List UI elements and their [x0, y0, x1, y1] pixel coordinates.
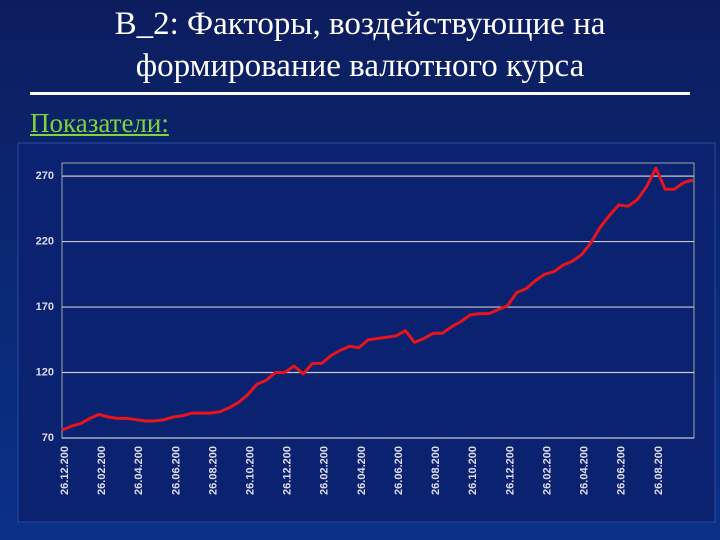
y-tick-label: 70: [42, 432, 54, 444]
x-tick-label: 26.06.200: [170, 446, 182, 495]
x-tick-label: 26.04.200: [133, 446, 145, 495]
x-tick-label: 26.08.200: [653, 446, 665, 495]
x-tick-label: 26.08.200: [207, 446, 219, 495]
x-tick-label: 26.10.200: [467, 446, 479, 495]
subtitle: Показатели:: [30, 108, 169, 138]
title: формирование валютного курса: [135, 48, 585, 84]
x-tick-label: 26.02.200: [96, 446, 108, 495]
x-tick-label: 26.04.200: [356, 446, 368, 495]
title: В_2: Факторы, воздействующие на: [114, 6, 606, 42]
x-tick-label: 26.08.200: [430, 446, 442, 495]
y-tick-label: 220: [36, 235, 54, 247]
chart-area: [17, 142, 716, 523]
y-tick-label: 120: [36, 366, 54, 378]
x-tick-label: 26.10.200: [244, 446, 256, 495]
divider: [30, 92, 690, 95]
x-tick-label: 26.12.200: [282, 446, 294, 495]
x-tick-label: 26.12.200: [59, 446, 71, 495]
x-tick-label: 26.02.200: [541, 446, 553, 495]
x-tick-label: 26.06.200: [393, 446, 405, 495]
y-tick-label: 270: [36, 170, 54, 182]
x-tick-label: 26.06.200: [616, 446, 628, 495]
line: [61, 166, 694, 432]
x-tick-label: 26.12.200: [504, 446, 516, 495]
x-tick-label: 26.04.200: [579, 446, 591, 495]
x-tick-label: 26.02.200: [319, 446, 331, 495]
y-tick-label: 170: [36, 301, 54, 313]
